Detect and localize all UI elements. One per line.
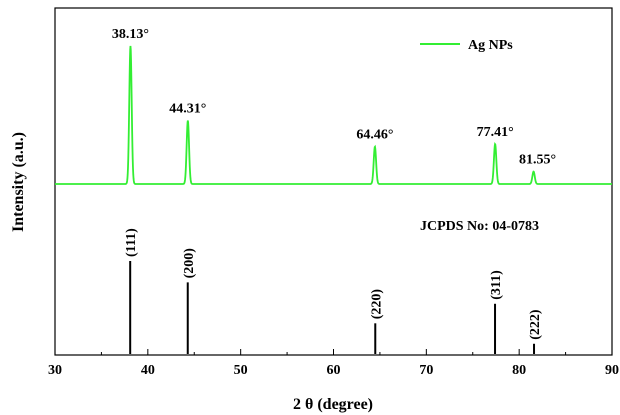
legend-label: Ag NPs <box>468 38 513 53</box>
peak-label: 81.55° <box>519 153 556 168</box>
reference-lines <box>129 261 536 354</box>
reference-label: JCPDS No: 04-0783 <box>420 219 539 234</box>
x-tick-label: 90 <box>605 363 619 378</box>
reference-hkl-label: (311) <box>489 270 504 300</box>
peak-label: 38.13° <box>112 27 149 42</box>
x-tick-label: 40 <box>141 363 155 378</box>
x-tick-label: 50 <box>234 363 248 378</box>
reference-hkl-label: (200) <box>182 248 197 279</box>
reference-hkl-label: (222) <box>528 309 543 340</box>
x-axis-tick-labels: 30 40 50 60 70 80 90 <box>48 363 619 378</box>
xrd-pattern-line <box>55 45 612 185</box>
reference-hkl-label: (220) <box>369 289 384 320</box>
reference-hkl-label: (111) <box>124 228 139 257</box>
peak-labels: 38.13° 44.31° 64.46° 77.41° 81.55° <box>112 27 556 168</box>
legend: Ag NPs <box>420 38 513 53</box>
peak-label: 64.46° <box>356 128 393 143</box>
x-tick-label: 60 <box>327 363 341 378</box>
peak-label: 77.41° <box>477 125 514 140</box>
x-tick-label: 80 <box>512 363 526 378</box>
x-axis-label: 2 θ (degree) <box>293 396 373 413</box>
plot-frame <box>54 7 613 356</box>
peak-label: 44.31° <box>169 102 206 117</box>
y-axis-label: Intensity (a.u.) <box>10 132 27 232</box>
reference-hkl-labels: (111) (200) (220) (311) (222) <box>124 228 543 340</box>
x-tick-label: 30 <box>48 363 62 378</box>
x-tick-label: 70 <box>419 363 433 378</box>
x-axis-ticks <box>54 349 613 355</box>
